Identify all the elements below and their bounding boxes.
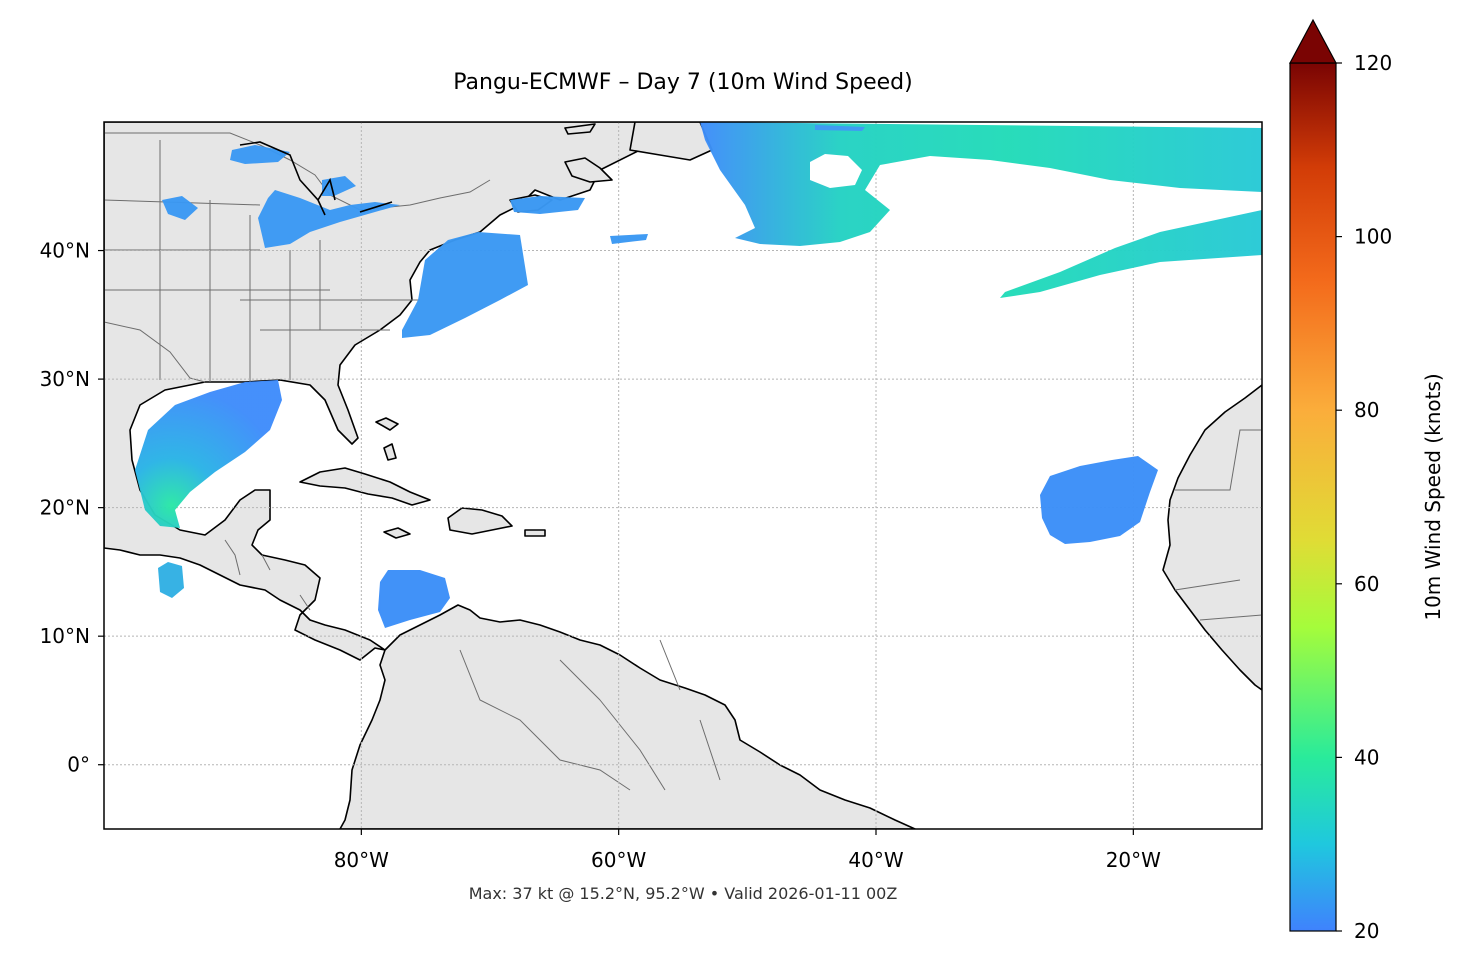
wind-swath-us-east-coast <box>402 232 528 338</box>
wind-swath-gulf-of-mexico <box>135 380 282 528</box>
africa-landmass <box>1162 384 1262 691</box>
colorbar-label: 10m Wind Speed (knots) <box>1421 373 1445 620</box>
colorbar-tick-label: 100 <box>1354 225 1392 249</box>
lon-tick-label: 60°W <box>591 848 646 872</box>
cuba <box>299 467 431 506</box>
colorbar-extend-triangle <box>1288 18 1338 64</box>
colorbar: 20 40 60 80 100 120 10m Wind Speed (knots) <box>1288 18 1445 943</box>
colorbar-tick-label: 120 <box>1354 51 1392 75</box>
wind-swath-north-atlantic-jet <box>700 122 1262 298</box>
map-title: Pangu-ECMWF – Day 7 (10m Wind Speed) <box>453 70 913 95</box>
colorbar-gradient <box>1289 62 1337 932</box>
us-mexico-border <box>104 321 206 383</box>
puerto-rico <box>524 529 546 537</box>
lat-tick-label: 20°N <box>40 496 90 520</box>
north-america-landmass <box>104 122 701 661</box>
south-america-landmass <box>339 604 916 829</box>
map-footer: Max: 37 kt @ 15.2°N, 95.2°W • Valid 2026… <box>468 884 898 903</box>
greenland-tip <box>629 122 713 161</box>
wind-swaths <box>135 122 1262 628</box>
colorbar-tick-label: 80 <box>1354 398 1379 422</box>
land <box>104 122 1262 829</box>
newfoundland-north <box>564 123 596 135</box>
hispaniola <box>447 507 513 535</box>
coastline-overlay <box>239 141 393 216</box>
wind-swath-caribbean <box>378 570 450 628</box>
bahamas <box>375 417 399 461</box>
colorbar-tick-label: 20 <box>1354 919 1379 943</box>
lat-tick-label: 0° <box>67 753 90 777</box>
colorbar-tick-label: 40 <box>1354 745 1379 769</box>
africa-borders <box>1174 429 1262 621</box>
lat-tick-label: 30°N <box>40 367 90 391</box>
south-america-borders <box>459 639 721 791</box>
central-america-borders <box>224 539 311 611</box>
wind-swath-great-lakes <box>162 145 400 248</box>
map-frame <box>103 121 1263 830</box>
lat-tick-label: 10°N <box>40 624 90 648</box>
colorbar-tick-label: 60 <box>1354 572 1379 596</box>
wind-swath-gulf-of-st-lawrence <box>510 196 585 214</box>
lon-tick-label: 80°W <box>334 848 389 872</box>
wind-swath-tehuantepec <box>158 562 184 598</box>
great-lakes-coast <box>239 141 393 216</box>
borders <box>104 132 1262 791</box>
jamaica <box>383 527 411 539</box>
colorbar-ticks: 20 40 60 80 100 120 <box>1336 51 1392 943</box>
lat-tick-label: 40°N <box>40 239 90 263</box>
map-axis-ticks: 80°W 60°W 40°W 20°W 0° 10°N 20°N 30°N 40°N <box>40 239 1162 872</box>
map-content <box>104 122 1262 829</box>
lon-tick-label: 20°W <box>1106 848 1161 872</box>
newfoundland <box>564 157 613 183</box>
wind-swath-canary <box>1040 456 1158 544</box>
lon-tick-label: 40°W <box>848 848 903 872</box>
